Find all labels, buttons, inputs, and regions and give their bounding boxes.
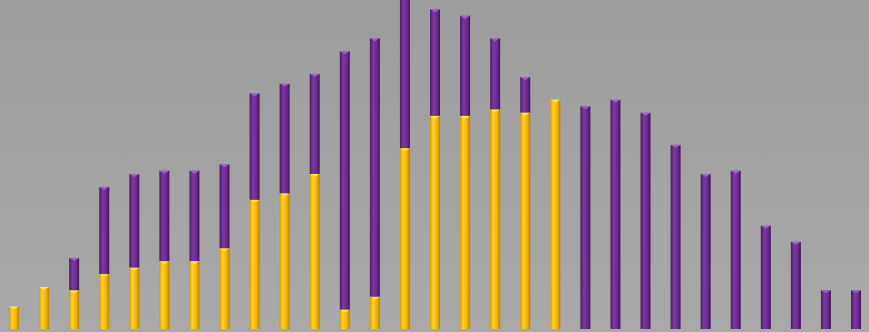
- bar-cap-series-2-cat-7: [189, 170, 200, 174]
- bar-cap-series-1-cat-9: [249, 199, 260, 203]
- bar-cap-series-1-cat-8: [219, 248, 230, 252]
- bar-segment-series-1-cat-4: [99, 274, 110, 329]
- bar-segment-series-1-cat-2: [39, 287, 50, 329]
- bar-cap-series-1-cat-11: [309, 173, 320, 177]
- bar-cap-series-2-cat-8: [219, 164, 230, 168]
- bar-cap-series-2-cat-16: [460, 15, 471, 19]
- bar-segment-series-2-cat-21: [610, 99, 621, 329]
- bar-segment-series-1-cat-6: [159, 261, 170, 329]
- bar-cap-series-2-cat-10: [279, 83, 290, 87]
- bar-segment-series-2-cat-22: [640, 112, 651, 329]
- bar-segment-series-1-cat-10: [279, 193, 290, 329]
- bar-cap-series-2-cat-15: [430, 9, 440, 13]
- bar-segment-series-2-cat-14: [399, 0, 410, 149]
- bar-cap-series-2-cat-3: [69, 257, 80, 261]
- bar-cap-series-2-cat-4: [99, 186, 110, 190]
- bar-segment-series-2-cat-12: [339, 51, 350, 310]
- bar-cap-series-2-cat-18: [520, 77, 531, 81]
- bar-segment-series-1-cat-19: [550, 99, 561, 329]
- bar-segment-series-2-cat-25: [730, 170, 741, 329]
- bar-segment-series-2-cat-4: [99, 186, 110, 275]
- bar-segment-series-2-cat-20: [580, 106, 591, 329]
- bar-cap-series-2-cat-5: [129, 173, 140, 177]
- bar-cap-series-1-cat-13: [369, 296, 380, 300]
- bar-segment-series-1-cat-3: [69, 290, 80, 329]
- bar-segment-series-1-cat-15: [430, 115, 440, 329]
- bar-cap-series-1-cat-15: [430, 115, 440, 119]
- bar-cap-series-2-cat-26: [760, 225, 771, 229]
- bar-cap-series-1-cat-10: [279, 193, 290, 197]
- bar-segment-series-2-cat-11: [309, 73, 320, 174]
- bar-cap-series-1-cat-14: [399, 148, 410, 152]
- bar-cap-series-1-cat-17: [490, 109, 501, 113]
- bar-cap-series-1-cat-3: [69, 290, 80, 294]
- bar-cap-series-1-cat-12: [339, 309, 350, 313]
- bar-segment-series-1-cat-8: [219, 248, 230, 329]
- bar-segment-series-1-cat-5: [129, 267, 140, 329]
- bar-cap-series-2-cat-24: [700, 173, 711, 177]
- bar-cap-series-1-cat-18: [520, 112, 531, 116]
- bar-cap-series-2-cat-9: [249, 93, 260, 97]
- bar-cap-series-1-cat-1: [9, 306, 19, 310]
- bar-segment-series-1-cat-16: [460, 115, 471, 329]
- bar-cap-series-2-cat-20: [580, 106, 591, 110]
- bar-segment-series-2-cat-24: [700, 173, 711, 329]
- bar-cap-series-1-cat-5: [129, 267, 140, 271]
- bars-layer: [9, 0, 861, 329]
- bar-cap-series-1-cat-16: [460, 115, 471, 119]
- bar-segment-series-2-cat-27: [790, 241, 801, 329]
- bar-cap-series-2-cat-12: [339, 51, 350, 55]
- bar-cap-series-1-cat-4: [99, 274, 110, 278]
- bar-segment-series-1-cat-12: [339, 309, 350, 329]
- bar-cap-series-2-cat-23: [670, 144, 681, 148]
- bar-segment-series-2-cat-29: [851, 290, 861, 329]
- bar-segment-series-2-cat-26: [760, 225, 771, 329]
- bar-segment-series-2-cat-16: [460, 15, 471, 116]
- bar-segment-series-2-cat-15: [430, 9, 440, 116]
- bar-segment-series-2-cat-17: [490, 38, 501, 110]
- bar-cap-series-2-cat-21: [610, 99, 621, 103]
- bar-segment-series-2-cat-10: [279, 83, 290, 194]
- bar-cap-series-2-cat-27: [790, 241, 801, 245]
- bar-segment-series-1-cat-17: [490, 109, 501, 329]
- bar-cap-series-2-cat-17: [490, 38, 501, 42]
- bar-segment-series-2-cat-7: [189, 170, 200, 262]
- bar-segment-series-2-cat-8: [219, 164, 230, 249]
- bar-cap-series-1-cat-7: [189, 261, 200, 265]
- bar-segment-series-2-cat-13: [369, 38, 380, 297]
- bar-segment-series-2-cat-6: [159, 170, 170, 262]
- bar-segment-series-1-cat-14: [399, 148, 410, 329]
- bar-segment-series-2-cat-9: [249, 93, 260, 200]
- bar-cap-series-1-cat-19: [550, 99, 561, 103]
- bar-segment-series-2-cat-5: [129, 173, 140, 268]
- bar-segment-series-1-cat-11: [309, 173, 320, 329]
- bar-cap-series-1-cat-6: [159, 261, 170, 265]
- bar-segment-series-2-cat-3: [69, 257, 80, 291]
- bar-segment-series-1-cat-9: [249, 199, 260, 329]
- bar-cap-series-2-cat-22: [640, 112, 651, 116]
- bar-cap-series-2-cat-13: [369, 38, 380, 42]
- bar-segment-series-2-cat-28: [820, 290, 831, 329]
- bar-segment-series-1-cat-18: [520, 112, 531, 329]
- bar-cap-series-1-cat-2: [39, 287, 50, 291]
- bar-segment-series-1-cat-13: [369, 296, 380, 329]
- bar-segment-series-2-cat-18: [520, 77, 531, 113]
- bar-cap-series-2-cat-6: [159, 170, 170, 174]
- bar-cap-series-2-cat-28: [820, 290, 831, 294]
- bar-cap-series-2-cat-11: [309, 73, 320, 77]
- bar-cap-series-2-cat-25: [730, 170, 741, 174]
- bar-cap-series-2-cat-29: [851, 290, 861, 294]
- bar-segment-series-2-cat-23: [670, 144, 681, 329]
- bar-segment-series-1-cat-1: [9, 306, 19, 329]
- bar-segment-series-1-cat-7: [189, 261, 200, 329]
